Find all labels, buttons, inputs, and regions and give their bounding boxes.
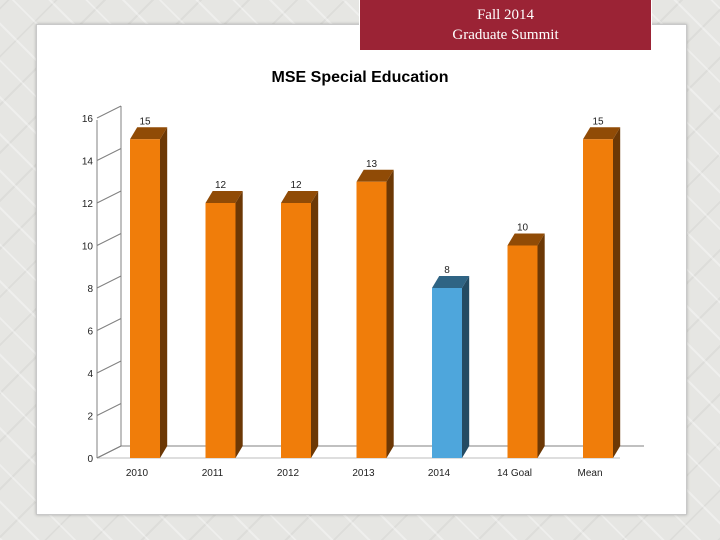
x-tick-label: 2013 — [352, 468, 375, 479]
y-tick-connector — [96, 275, 122, 289]
x-tick-label: 14 Goal — [497, 468, 532, 479]
data-label: 12 — [290, 180, 302, 191]
y-tick-label: 12 — [82, 199, 94, 210]
y-tick-label: 14 — [82, 157, 94, 168]
bar-side — [613, 127, 621, 458]
data-label: 10 — [517, 223, 529, 234]
y-tick-connector — [96, 318, 122, 331]
data-label: 15 — [139, 116, 151, 127]
y-tick-label: 0 — [87, 454, 93, 465]
y-tick-connector — [96, 403, 122, 416]
bar-top — [432, 276, 470, 288]
y-tick-label: 16 — [82, 114, 94, 125]
y-tick-label: 6 — [87, 327, 93, 338]
y-tick-connector — [96, 233, 122, 246]
bar-side — [160, 127, 168, 458]
banner-line-2: Graduate Summit — [452, 27, 559, 43]
data-label: 12 — [215, 180, 227, 191]
bar-side — [462, 276, 470, 458]
x-tick-label: 2011 — [202, 468, 224, 479]
x-tick-label: 2010 — [126, 468, 149, 479]
bar-side — [386, 169, 394, 458]
bar — [583, 139, 613, 458]
y-tick-connector — [96, 148, 122, 161]
y-tick-label: 8 — [87, 284, 93, 295]
bar — [356, 181, 387, 458]
bar — [205, 203, 236, 458]
data-label: 15 — [592, 116, 604, 127]
x-tick-label: 2014 — [428, 468, 451, 479]
bar-top — [356, 169, 394, 182]
y-tick-connector — [96, 360, 122, 374]
bar — [281, 203, 311, 458]
bar — [507, 245, 538, 458]
y-tick-connector — [96, 105, 122, 119]
bar-top — [507, 233, 545, 246]
bar-side — [537, 233, 545, 458]
bar — [432, 288, 462, 458]
bar-top — [583, 127, 621, 140]
bar-side — [311, 191, 319, 458]
chart-title: MSE Special Education — [271, 69, 449, 86]
bar-top — [281, 191, 319, 203]
banner-line-1: Fall 2014 — [476, 7, 535, 23]
event-banner: Fall 2014 Graduate Summit — [359, 0, 652, 51]
bar-top — [130, 127, 168, 140]
y-tick-connector — [96, 190, 122, 204]
y-tick-label: 10 — [82, 242, 94, 253]
data-label: 8 — [444, 265, 450, 276]
bar-side — [235, 191, 243, 458]
x-tick-label: 2012 — [277, 468, 300, 479]
y-tick-label: 4 — [87, 369, 93, 380]
y-tick-label: 2 — [87, 412, 93, 423]
y-tick-connector — [96, 445, 122, 459]
bar-top — [205, 191, 243, 203]
x-tick-label: Mean — [577, 468, 602, 479]
bar — [130, 139, 160, 458]
data-label: 13 — [366, 159, 378, 170]
